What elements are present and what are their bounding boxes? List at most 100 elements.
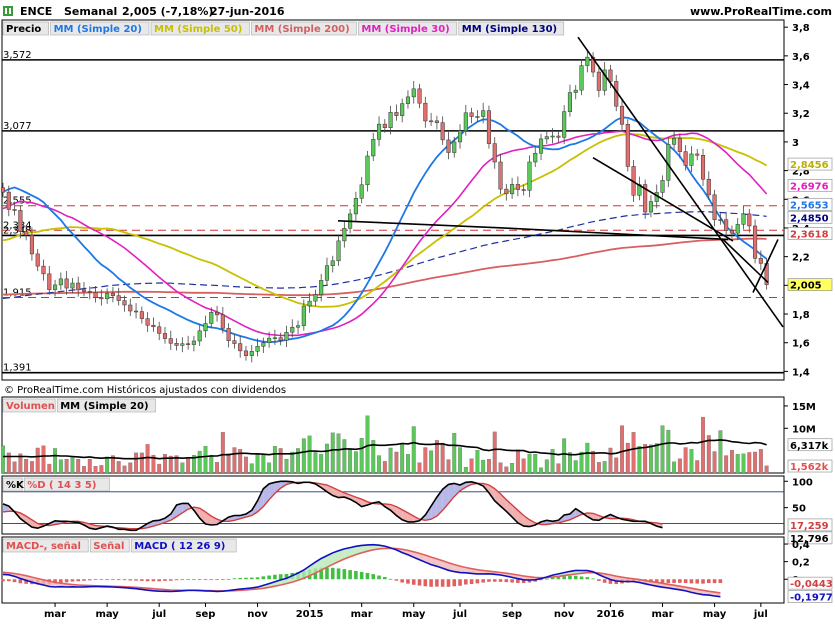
volume-bar-58 xyxy=(337,434,341,473)
macd-hist-40 xyxy=(233,578,237,579)
candle-body-13 xyxy=(76,283,80,290)
volume-bar-28 xyxy=(163,454,167,473)
macd-hist-42 xyxy=(244,578,248,579)
macd-tick-1: 0,2 xyxy=(792,558,810,569)
macd-hist-117 xyxy=(678,579,682,583)
macd-hist-86 xyxy=(499,579,503,582)
volume-bar-39 xyxy=(227,454,231,473)
volume-bar-82 xyxy=(476,450,480,473)
macd-hist-69 xyxy=(400,579,404,582)
price-badge-0: 2,8456 xyxy=(790,160,829,171)
volume-bar-55 xyxy=(319,454,323,473)
macd-hist-63 xyxy=(366,573,370,579)
volume-bar-69 xyxy=(400,443,404,473)
volume-bar-121 xyxy=(701,417,705,473)
macd-hist-24 xyxy=(140,579,144,581)
candle-body-15 xyxy=(88,291,92,292)
candle-body-48 xyxy=(279,338,283,341)
macd-hist-35 xyxy=(204,579,208,580)
x-tick-12: mar xyxy=(651,609,673,620)
volume-bar-17 xyxy=(100,465,104,473)
candle-body-125 xyxy=(724,220,728,231)
price-legend-1: MM (Simple 20) xyxy=(54,24,142,35)
volume-bar-86 xyxy=(499,463,503,473)
candle-body-76 xyxy=(441,123,445,140)
volume-bar-38 xyxy=(221,432,225,473)
candle-body-94 xyxy=(545,137,549,139)
candle-body-68 xyxy=(395,112,399,115)
candle-body-24 xyxy=(140,312,144,319)
macd-hist-44 xyxy=(256,577,260,579)
date-label: 27-jun-2016 xyxy=(210,5,285,18)
volume-bar-36 xyxy=(209,455,213,473)
volume-bar-9 xyxy=(53,448,57,473)
candle-body-62 xyxy=(360,185,364,198)
candle-body-89 xyxy=(516,184,520,189)
volume-bar-59 xyxy=(343,439,347,473)
macd-hist-59 xyxy=(343,569,347,579)
macd-hist-101 xyxy=(586,577,590,579)
volume-bar-60 xyxy=(348,450,352,473)
stoch-legend-0: %K xyxy=(6,480,25,491)
volume-bar-118 xyxy=(684,448,688,473)
volume-badge-1: 1,562k xyxy=(790,462,829,473)
x-tick-8: jul xyxy=(452,609,467,620)
candle-body-86 xyxy=(499,162,503,189)
volume-bar-101 xyxy=(586,443,590,473)
price-legend-2: MM (Simple 50) xyxy=(154,24,242,35)
candle-body-119 xyxy=(690,154,694,165)
macd-hist-22 xyxy=(128,579,132,580)
volume-bar-100 xyxy=(580,452,584,473)
candle-body-44 xyxy=(256,346,260,351)
volume-bar-6 xyxy=(36,448,40,473)
macd-hist-31 xyxy=(181,579,185,580)
macd-hist-18 xyxy=(105,579,109,580)
candle-body-47 xyxy=(273,338,277,339)
candle-body-105 xyxy=(609,70,613,81)
volume-bar-56 xyxy=(325,444,329,473)
macd-hist-14 xyxy=(82,579,86,581)
macd-hist-12 xyxy=(71,579,75,581)
stoch-legend-1: %D ( 14 3 5) xyxy=(27,480,96,491)
volume-bar-105 xyxy=(609,448,613,473)
volume-bar-106 xyxy=(614,458,618,473)
macd-hist-38 xyxy=(221,579,225,580)
macd-hist-41 xyxy=(238,578,242,579)
macd-hist-99 xyxy=(574,576,578,580)
macd-hist-76 xyxy=(441,579,445,586)
macd-hist-3 xyxy=(19,579,23,583)
volume-bar-97 xyxy=(562,439,566,473)
macd-hist-26 xyxy=(152,579,156,581)
macd-hist-120 xyxy=(695,579,699,583)
x-tick-0: mar xyxy=(44,609,66,620)
macd-hist-67 xyxy=(389,579,393,580)
volume-bar-94 xyxy=(545,460,549,473)
candle-body-93 xyxy=(539,139,543,153)
candle-body-50 xyxy=(290,327,294,332)
macd-hist-119 xyxy=(690,579,694,583)
macd-hist-2 xyxy=(13,579,17,582)
price-badge-5: 2,005 xyxy=(790,281,822,292)
volume-bar-35 xyxy=(204,446,208,473)
candle-body-14 xyxy=(82,290,86,291)
candle-body-61 xyxy=(354,198,358,214)
macd-hist-70 xyxy=(406,579,410,583)
volume-bar-16 xyxy=(94,466,98,473)
volume-bar-87 xyxy=(505,467,509,473)
candle-body-79 xyxy=(458,131,462,142)
volume-bar-72 xyxy=(418,463,422,473)
macd-hist-56 xyxy=(325,568,329,580)
macd-hist-30 xyxy=(175,579,179,580)
volume-bar-46 xyxy=(267,463,271,473)
candle-body-92 xyxy=(533,153,537,162)
volume-bar-52 xyxy=(302,439,306,473)
volume-bar-7 xyxy=(42,446,46,473)
volume-bar-27 xyxy=(157,464,161,473)
volume-bar-61 xyxy=(354,452,358,473)
volume-bar-88 xyxy=(510,463,514,473)
volume-bar-68 xyxy=(395,452,399,473)
macd-hist-100 xyxy=(580,577,584,580)
candle-body-18 xyxy=(105,293,109,298)
